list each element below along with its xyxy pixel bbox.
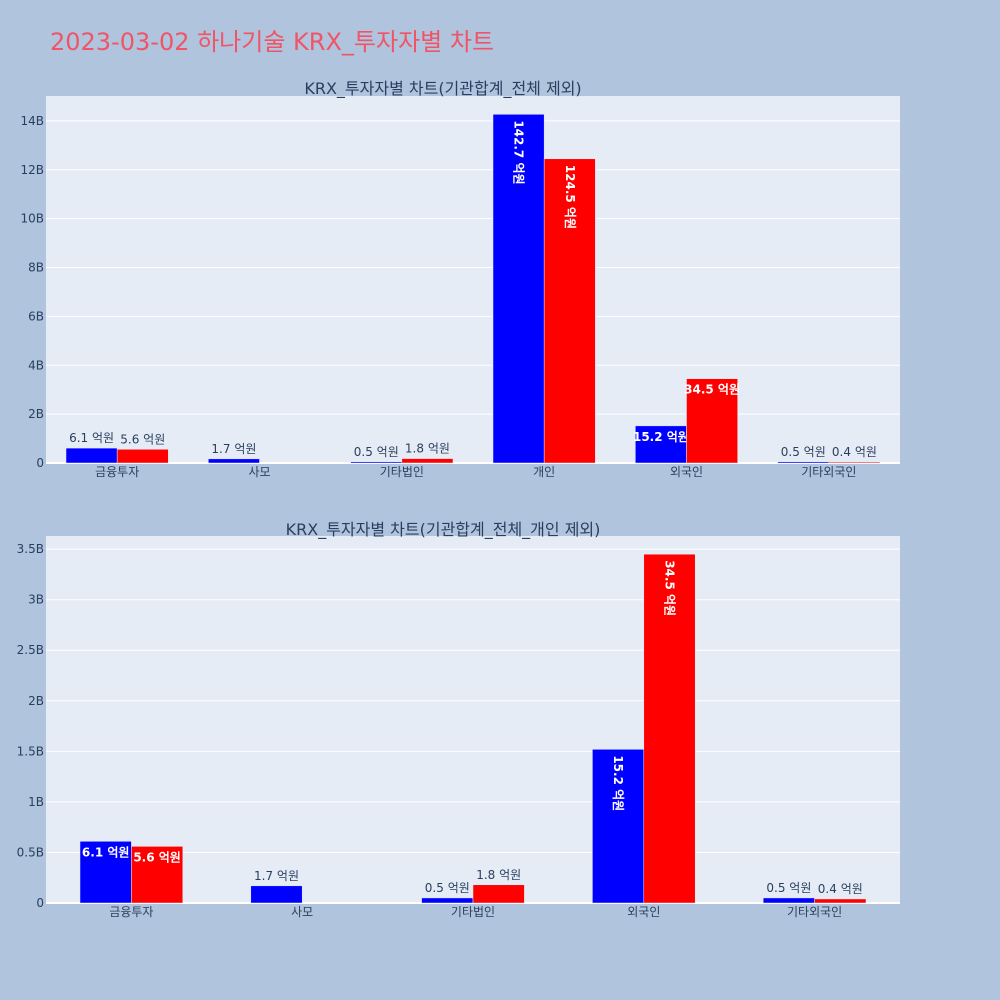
y-tick-label: 3.5B [17, 542, 44, 556]
data-label: 0.5 억원 [354, 445, 399, 459]
data-label: 0.4 억원 [818, 882, 863, 896]
y-tick-label: 2B [28, 407, 44, 421]
data-label: 5.6 억원 [133, 850, 181, 864]
data-label: 34.5 억원 [684, 383, 740, 397]
data-label: 1.8 억원 [405, 442, 450, 456]
x-tick-label: 사모 [291, 905, 313, 919]
bar [250, 885, 303, 904]
bar [643, 553, 696, 904]
x-tick-label: 기타외국인 [801, 465, 856, 479]
y-tick-label: 8B [28, 261, 44, 275]
y-tick-label: 2.5B [17, 643, 44, 657]
data-label: 5.6 억원 [120, 432, 165, 446]
bar [350, 461, 403, 464]
chart-title: KRX_투자자별 차트(기관합계_전체 제외) [304, 79, 581, 99]
data-label: 15.2 억원 [633, 430, 689, 444]
bar [592, 749, 645, 904]
data-label: 34.5 억원 [663, 560, 677, 616]
bar [65, 447, 118, 464]
x-tick-label: 금융투자 [109, 905, 153, 919]
x-tick-label: 기타법인 [451, 905, 495, 919]
y-tick-label: 0.5B [17, 845, 44, 859]
bar [543, 158, 596, 464]
x-tick-label: 금융투자 [95, 465, 139, 479]
data-label: 0.5 억원 [781, 445, 826, 459]
plot-area [46, 96, 900, 463]
data-label: 1.7 억원 [211, 442, 256, 456]
data-label: 0.4 억원 [832, 445, 877, 459]
x-tick-label: 기타법인 [380, 465, 424, 479]
bar [401, 458, 454, 464]
bar [116, 449, 169, 464]
y-tick-label: 10B [20, 212, 44, 226]
data-label: 15.2 억원 [611, 755, 625, 811]
x-tick-label: 외국인 [670, 465, 703, 479]
data-label: 1.8 억원 [476, 868, 521, 882]
data-label: 124.5 억원 [563, 165, 577, 229]
bar [421, 897, 474, 904]
y-tick-label: 12B [20, 163, 44, 177]
data-label: 0.5 억원 [425, 881, 470, 895]
data-label: 1.7 억원 [254, 869, 299, 883]
bar [79, 841, 132, 904]
chart-title: KRX_투자자별 차트(기관합계_전체_개인 제외) [286, 520, 601, 540]
data-label: 0.5 억원 [766, 881, 811, 895]
y-tick-label: 0 [36, 896, 44, 910]
bar [131, 846, 184, 904]
chart-2: 0 0.5B 1B 1.5B 2B 2.5B 3B 3.5B KRX_투자자별 차트(기관합계_… [17, 520, 900, 919]
y-tick-label: 6B [28, 309, 44, 323]
y-tick-label: 0 [36, 456, 44, 470]
y-tick-label: 1.5B [17, 744, 44, 758]
bar [492, 114, 545, 464]
plot-area [46, 536, 900, 903]
data-label: 142.7 억원 [512, 120, 526, 184]
data-label: 6.1 억원 [82, 845, 130, 859]
bar [814, 898, 867, 904]
bar [635, 425, 687, 464]
y-tick-label: 3B [28, 593, 44, 607]
bar [686, 378, 738, 464]
bar [762, 897, 815, 904]
y-tick-label: 2B [28, 694, 44, 708]
page-title: 2023-03-02 하나기술 KRX_투자자별 차트 [50, 28, 495, 56]
y-tick-label: 4B [28, 358, 44, 372]
y-tick-label: 1B [28, 795, 44, 809]
y-tick-label: 14B [20, 114, 44, 128]
x-tick-label: 기타외국인 [787, 905, 842, 919]
data-label: 6.1 억원 [69, 431, 114, 445]
x-tick-label: 외국인 [627, 905, 660, 919]
bar [828, 461, 881, 464]
x-tick-label: 개인 [533, 465, 555, 479]
bar [472, 884, 525, 904]
bar [208, 458, 260, 464]
chart-1: 0 2B 4B 6B 8B 10B 12B 14B KRX_투자자별 차트(기관합계_전체 제외… [20, 79, 900, 479]
x-tick-label: 사모 [248, 465, 270, 479]
bar [777, 461, 830, 464]
